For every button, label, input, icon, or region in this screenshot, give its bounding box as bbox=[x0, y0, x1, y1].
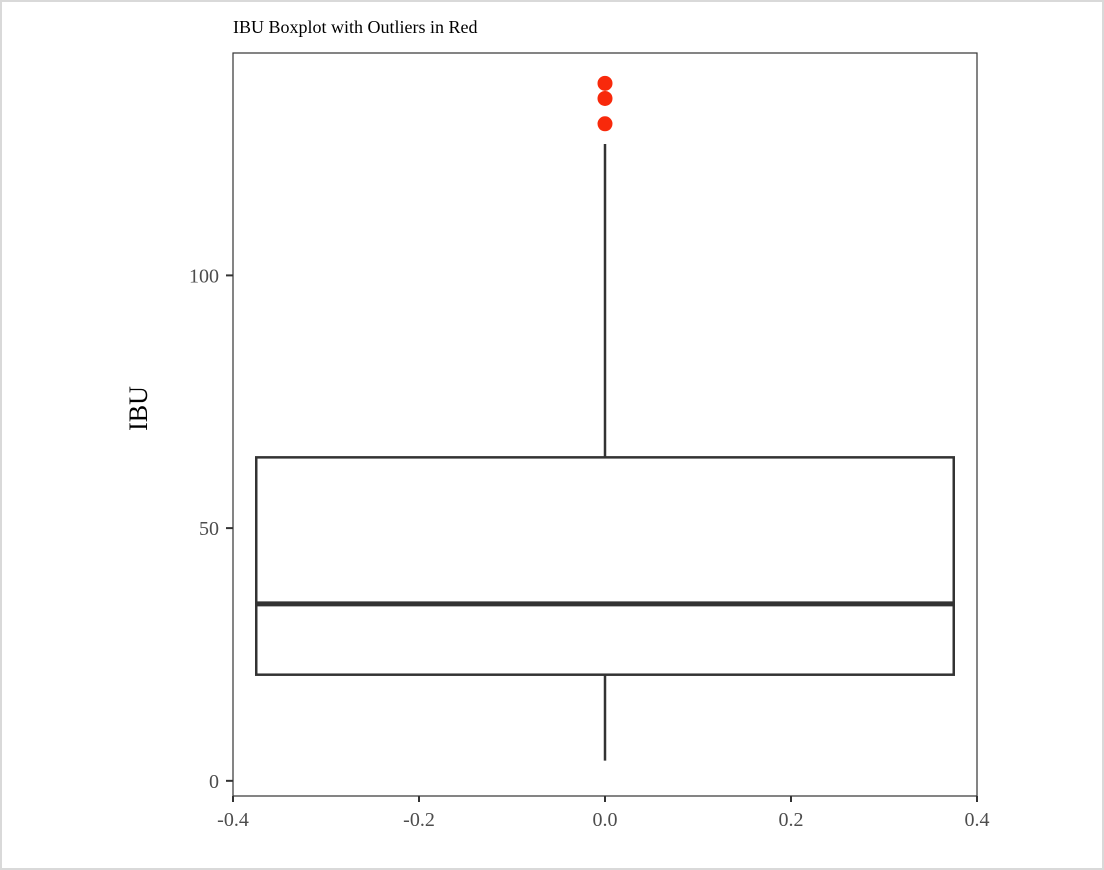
iqr-box bbox=[255, 456, 955, 676]
outlier-group bbox=[597, 75, 613, 132]
outlier-point bbox=[597, 75, 613, 91]
y-tick-label: 100 bbox=[189, 265, 219, 287]
x-tick-label: -0.4 bbox=[217, 809, 249, 831]
x-tick-label: -0.2 bbox=[403, 809, 435, 831]
box-group bbox=[255, 143, 955, 761]
y-tick-label: 50 bbox=[199, 518, 219, 540]
x-axis: -0.4 -0.2 0.0 0.2 0.4 bbox=[217, 796, 990, 831]
y-tick-label: 0 bbox=[209, 771, 219, 793]
chart-title: IBU Boxplot with Outliers in Red bbox=[233, 17, 478, 37]
x-tick-label: 0.0 bbox=[593, 809, 618, 831]
y-axis: 0 50 100 bbox=[189, 265, 233, 793]
x-tick-label: 0.4 bbox=[965, 809, 990, 831]
y-axis-title: IBU bbox=[124, 386, 153, 431]
outlier-point bbox=[597, 116, 613, 132]
outlier-point bbox=[597, 90, 613, 106]
x-tick-label: 0.2 bbox=[779, 809, 804, 831]
